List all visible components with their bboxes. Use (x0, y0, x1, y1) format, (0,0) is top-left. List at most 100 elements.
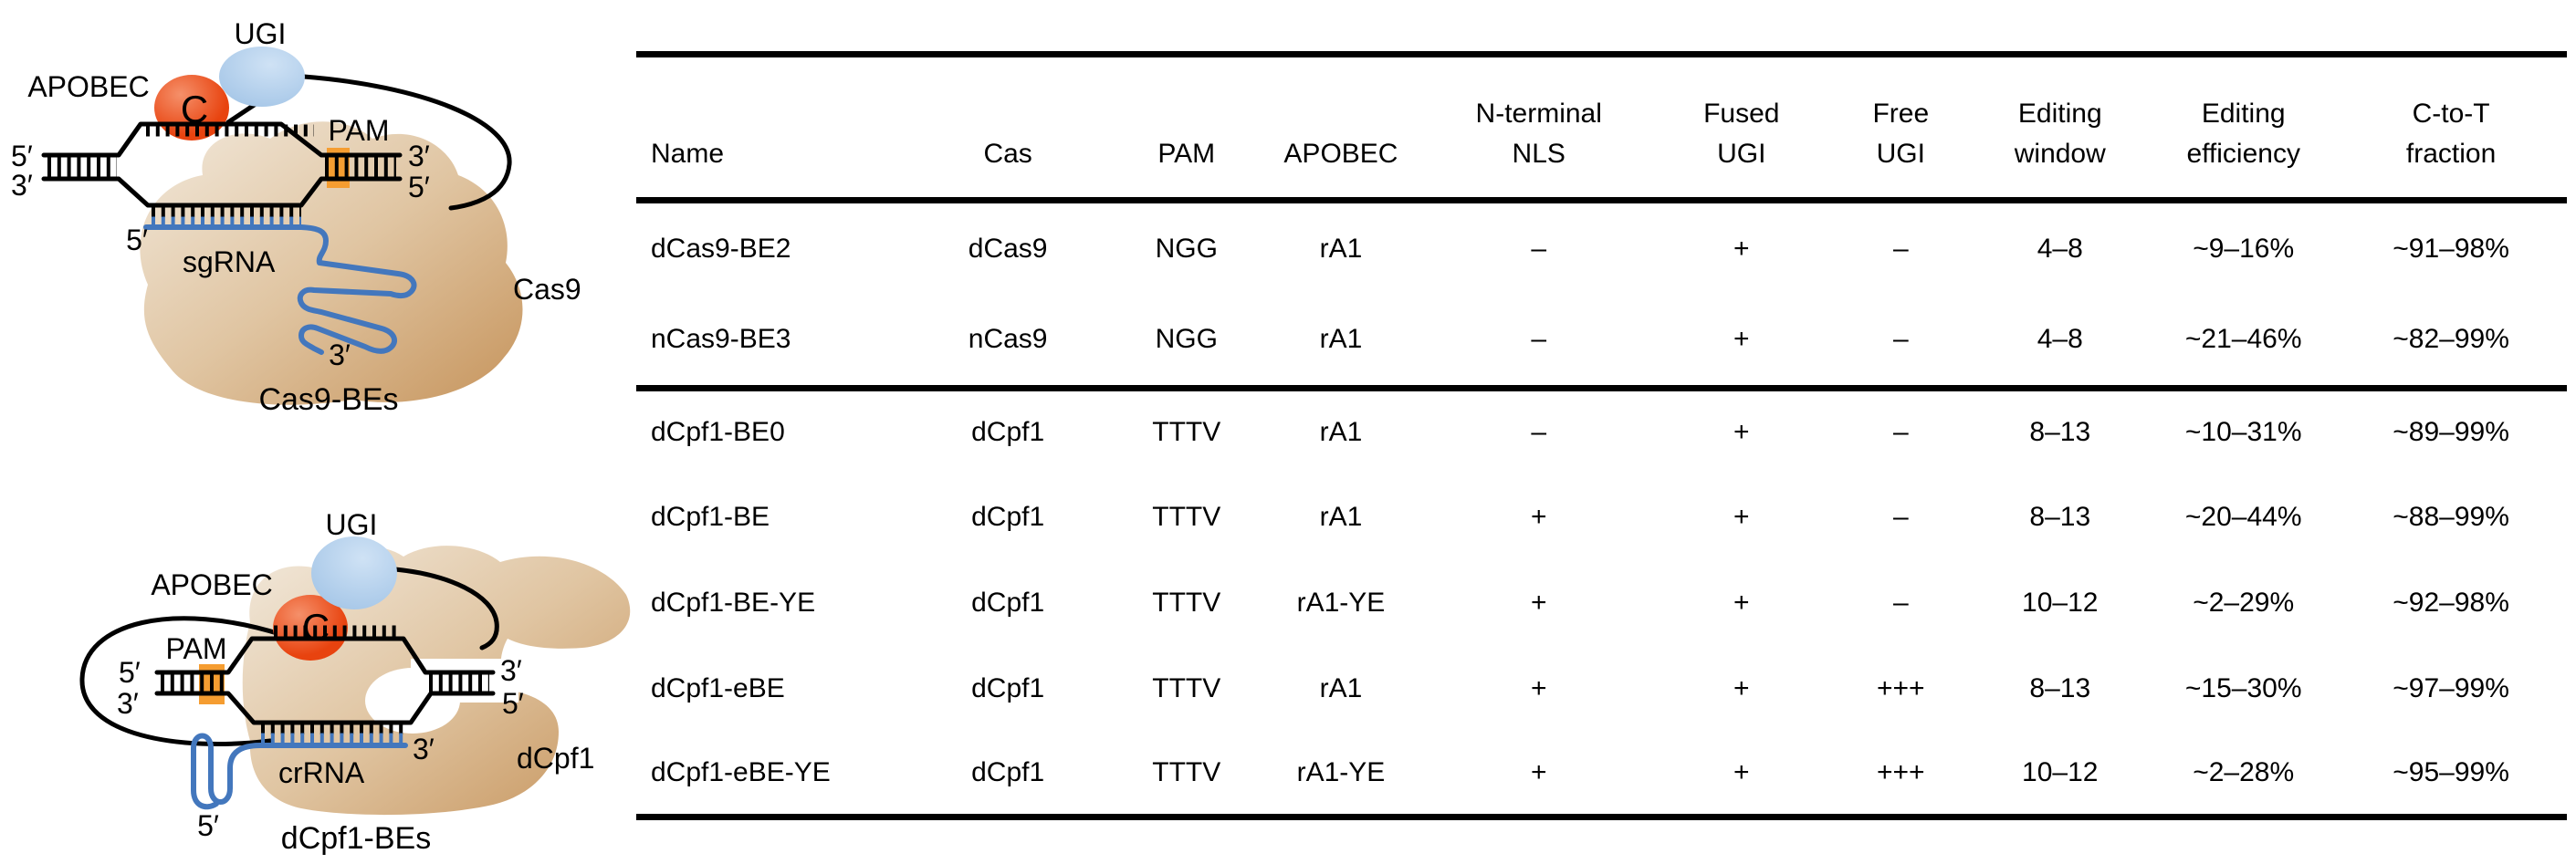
right-3prime-label-2: 3′ (500, 654, 522, 687)
table-cell: – (1892, 587, 1909, 618)
table-cell: 8–13 (2029, 672, 2091, 703)
table-cell: – (1892, 233, 1909, 264)
table-cell: – (1892, 324, 1909, 355)
crrna-5prime-label: 5′ (197, 809, 219, 842)
table-cell: 4–8 (2037, 324, 2083, 355)
table-cell: ~21–46% (2184, 324, 2302, 355)
be-comparison-table: Name Cas PAM APOBEC N-terminal NLS Fused UGI Fre… (636, 51, 2567, 820)
dna-top-strand-2 (154, 636, 496, 675)
ugi-linker-curve (301, 74, 512, 211)
ugi-linker-curve-2 (393, 567, 499, 651)
column-header-cas: Cas (896, 54, 1119, 203)
cas9-label: Cas9 (513, 273, 581, 306)
table-cell: dCpf1-eBE (651, 672, 785, 703)
table-cell: rA1 (1319, 324, 1363, 355)
table-cell: ~9–16% (2193, 233, 2295, 264)
table-cell: ~89–99% (2393, 417, 2509, 448)
column-header-apobec: APOBEC (1253, 54, 1429, 203)
ugi-label: UGI (235, 17, 287, 50)
table-cell: + (1733, 587, 1750, 618)
table-cell: rA1 (1319, 233, 1363, 264)
dcpf1-be-caption: dCpf1-BEs (281, 821, 431, 856)
column-header-c-to-t-fraction: C-to-T fraction (2335, 54, 2567, 203)
table-section-1: dCpf1-BE0 dCpf1 TTTV rA1 – + – 8–13 ~10–31% ~89–9… (636, 388, 2567, 817)
table-wrap: Name Cas PAM APOBEC N-terminal NLS Fused UGI Fre… (636, 51, 2567, 820)
table-cell: rA1-YE (1296, 756, 1386, 787)
dcpf1-label: dCpf1 (517, 742, 594, 775)
table-cell: ~2–28% (2193, 756, 2295, 787)
dna-bottom-strand (41, 176, 403, 208)
table-cell: + (1733, 233, 1750, 264)
crrna-3prime-label: 3′ (413, 733, 435, 765)
table-cell: rA1 (1319, 417, 1363, 448)
table-row: nCas9-BE3 nCas9 NGG rA1 – + – 4–8 ~21–46% ~82–99% (636, 295, 2567, 389)
cytosine-label: C (181, 88, 208, 130)
table-cell: ~82–99% (2393, 324, 2509, 355)
table-row: dCpf1-eBE dCpf1 TTTV rA1 + + +++ 8–13 ~15–30% ~97… (636, 646, 2567, 732)
table-cell: ~10–31% (2184, 417, 2302, 448)
column-header-fused-ugi: Fused UGI (1649, 54, 1834, 203)
table-cell: – (1892, 417, 1909, 448)
table-cell: NGG (1155, 233, 1218, 264)
ugi-label-2: UGI (326, 508, 378, 541)
cas9-be-caption: Cas9-BEs (258, 382, 398, 417)
table-cell: rA1 (1319, 672, 1363, 703)
table-cell: nCas9 (968, 324, 1048, 355)
table-cell: + (1530, 501, 1547, 532)
table-cell: TTTV (1152, 672, 1221, 703)
table-cell: ~97–99% (2393, 672, 2509, 703)
column-header-free-ugi: Free UGI (1833, 54, 1969, 203)
table-cell: dCpf1 (971, 587, 1045, 618)
table-cell: + (1733, 324, 1750, 355)
table-cell: dCas9 (968, 233, 1048, 264)
table-cell: + (1733, 672, 1750, 703)
table-cell: – (1531, 417, 1547, 448)
table-cell: ~2–29% (2193, 587, 2295, 618)
table-row: dCpf1-BE dCpf1 TTTV rA1 + + – 8–13 ~20–44% ~88–99… (636, 474, 2567, 560)
base-editor-diagrams: UGI APOBEC C PAM 5′ 3′ 3′ 5′ 5′ sgRNA 3′… (11, 17, 631, 856)
table-cell: + (1530, 587, 1547, 618)
table-cell: dCpf1-BE (651, 501, 770, 532)
ugi-domain (219, 47, 305, 107)
table-cell: +++ (1877, 756, 1925, 787)
table-cell: dCpf1 (971, 501, 1045, 532)
table-cell: 10–12 (2022, 756, 2099, 787)
table-cell: ~92–98% (2393, 587, 2509, 618)
table-row: dCpf1-BE-YE dCpf1 TTTV rA1-YE + + – 10–12 ~2–29%… (636, 560, 2567, 646)
crrna-label: crRNA (278, 756, 365, 789)
sgrna-3prime-label: 3′ (329, 338, 351, 371)
table-row: dCpf1-BE0 dCpf1 TTTV rA1 – + – 8–13 ~10–31% ~89–9… (636, 389, 2567, 474)
table-cell: +++ (1877, 672, 1925, 703)
apobec-label-2: APOBEC (151, 568, 272, 601)
left-3prime-label: 3′ (11, 169, 33, 202)
table-cell: 8–13 (2029, 417, 2091, 448)
table-cell: ~88–99% (2393, 501, 2509, 532)
sgrna-label: sgRNA (183, 245, 276, 278)
sgrna-strand (143, 224, 417, 355)
table-cell: dCpf1 (971, 672, 1045, 703)
table-cell: – (1892, 501, 1909, 532)
column-header-pam: PAM (1118, 54, 1254, 203)
table-cell: dCpf1-eBE-YE (651, 756, 831, 787)
column-header-editing-efficiency: Editing efficiency (2152, 54, 2336, 203)
table-cell: dCpf1 (971, 417, 1045, 448)
ugi-domain-2 (311, 536, 397, 609)
table-cell: + (1530, 672, 1547, 703)
table-cell: TTTV (1152, 756, 1221, 787)
right-5prime-label: 5′ (408, 171, 430, 203)
table-cell: rA1 (1319, 501, 1363, 532)
pam-label: PAM (329, 114, 390, 147)
table-cell: TTTV (1152, 587, 1221, 618)
apobec-domain-2 (273, 595, 348, 661)
left-3prime-label-2: 3′ (117, 687, 139, 720)
table-cell: + (1733, 501, 1750, 532)
right-3prime-label: 3′ (408, 140, 430, 172)
table-cell: 8–13 (2029, 501, 2091, 532)
table-cell: dCpf1 (971, 756, 1045, 787)
table-cell: TTTV (1152, 501, 1221, 532)
table-cell: 4–8 (2037, 233, 2083, 264)
dna-bottom-strand-2 (154, 691, 496, 725)
pam-label-2: PAM (166, 632, 227, 665)
sgrna-5prime-label: 5′ (126, 224, 148, 256)
